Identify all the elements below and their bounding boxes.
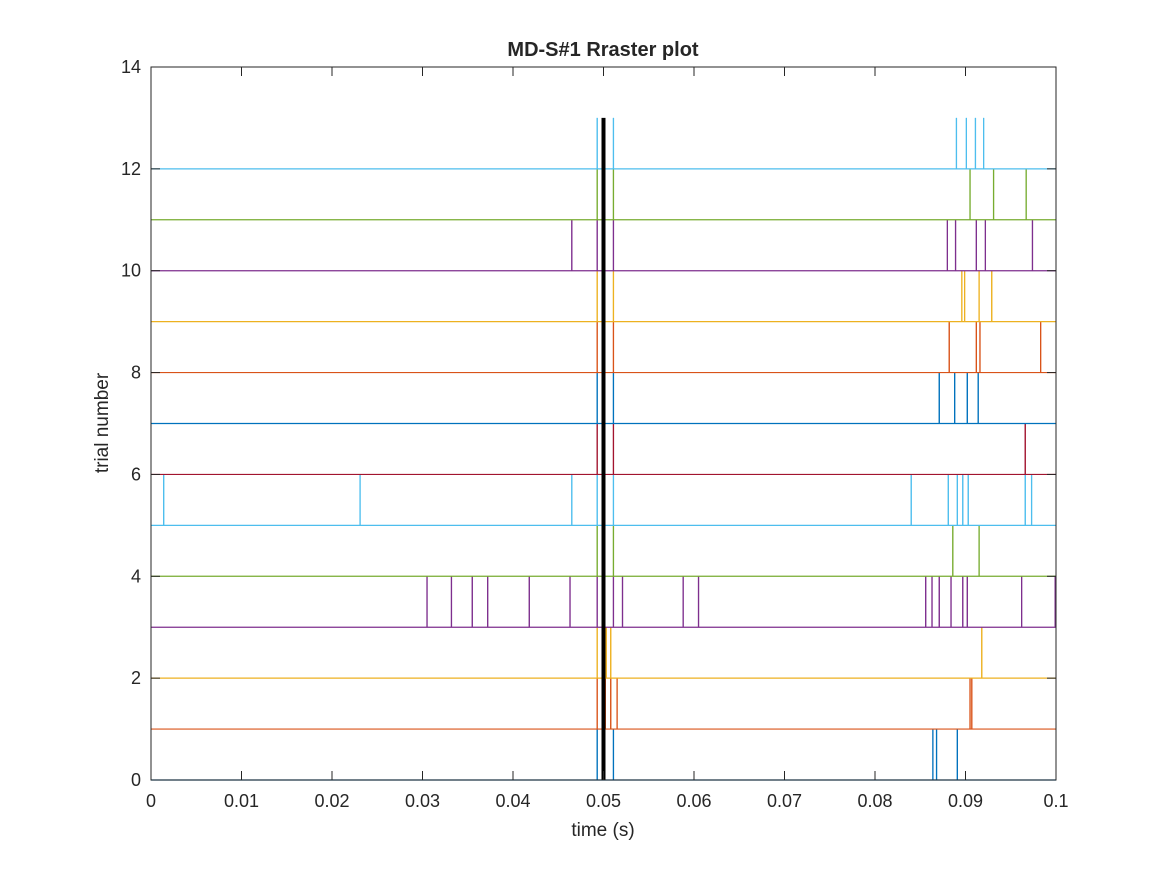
x-tick-label: 0.04 [495,791,530,811]
y-tick-label: 6 [131,464,141,484]
x-tick-label: 0 [146,791,156,811]
x-tick-label: 0.03 [405,791,440,811]
trial-10 [151,219,1056,272]
trial-5 [151,474,1056,526]
trial-6 [151,423,1056,476]
trial-0 [151,729,1056,781]
x-axis-label: time (s) [571,820,634,841]
trial-12 [151,117,1056,170]
trial-2 [151,627,1056,679]
trial-9 [151,270,1056,323]
y-tick-label: 14 [121,57,141,77]
trial-8-spike-train [151,321,1056,374]
trial-7-spike-train [151,372,1056,425]
x-tick-label: 0.05 [586,791,621,811]
x-tick-label: 0.01 [224,791,259,811]
x-tick-label: 0.02 [314,791,349,811]
y-axis-label: trial number [92,372,113,473]
x-tick-label: 0.09 [948,791,983,811]
trial-9-spike-train [151,270,1056,323]
x-tick-label: 0.1 [1043,791,1068,811]
y-tick-label: 0 [131,770,141,790]
y-tick-label: 10 [121,261,141,281]
y-tick-label: 2 [131,668,141,688]
x-tick-label: 0.06 [676,791,711,811]
x-axis: 0 0.01 0.02 0.03 0.04 0.05 0.06 0.07 0.08 0.09 0.1 [146,67,1069,811]
chart-title: MD-S#1 Rraster plot [507,39,698,61]
trial-11 [151,168,1056,221]
y-tick-label: 12 [121,159,141,179]
x-tick-label: 0.07 [767,791,802,811]
trial-4 [151,525,1056,577]
trial-8 [151,321,1056,374]
trial-3 [151,576,1056,628]
trial-12-spike-train [151,117,1056,170]
trial-3-spike-train [151,576,1056,628]
trials-layer [151,117,1056,781]
y-tick-label: 8 [131,363,141,383]
x-tick-label: 0.08 [857,791,892,811]
trial-5-spike-train [151,474,1056,526]
trial-7 [151,372,1056,425]
y-axis: 0 2 4 6 8 10 12 14 [121,57,1056,790]
y-tick-label: 4 [131,566,141,586]
